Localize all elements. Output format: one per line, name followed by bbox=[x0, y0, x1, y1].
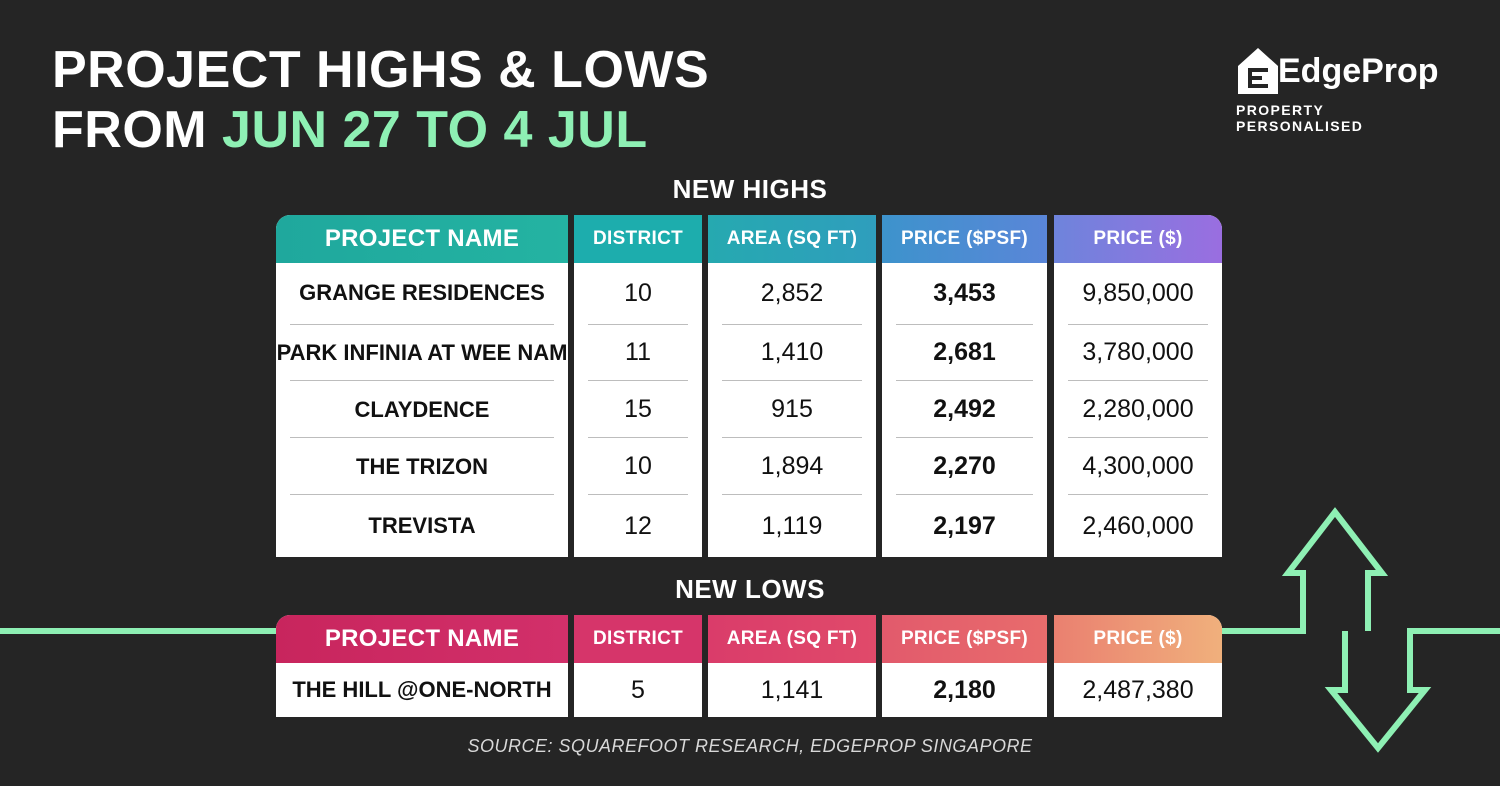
house-logo-icon bbox=[1238, 48, 1278, 94]
area-column: AREA (SQ FT) 2,852 1,410 915 1,894 1,119 bbox=[708, 215, 876, 557]
table-cell-psf: 3,453 bbox=[933, 278, 996, 307]
table-cell-district: 5 bbox=[631, 675, 645, 704]
table-cell-psf: 2,270 bbox=[933, 452, 996, 480]
column-header-price: PRICE ($) bbox=[1054, 615, 1222, 663]
new-lows-table: PROJECT NAME THE HILL @ONE-NORTH DISTRIC… bbox=[276, 615, 1222, 717]
column-header-price-psf: PRICE ($PSF) bbox=[882, 215, 1047, 263]
table-cell-name: TREVISTA bbox=[368, 513, 476, 538]
column-header-area: AREA (SQ FT) bbox=[708, 615, 876, 663]
price-psf-column: PRICE ($PSF) 2,180 bbox=[882, 615, 1047, 717]
district-column: DISTRICT 5 bbox=[574, 615, 702, 717]
project-name-column: PROJECT NAME GRANGE RESIDENCES PARK INFI… bbox=[276, 215, 568, 557]
column-header-price: PRICE ($) bbox=[1054, 215, 1222, 263]
table-cell-area: 915 bbox=[771, 395, 813, 423]
table-cell-psf: 2,492 bbox=[933, 395, 996, 423]
table-cell-psf: 2,681 bbox=[933, 338, 996, 366]
price-psf-column: PRICE ($PSF) 3,453 2,681 2,492 2,270 2,1… bbox=[882, 215, 1047, 557]
table-cell-area: 1,410 bbox=[760, 338, 824, 366]
table-cell-area: 1,119 bbox=[761, 511, 823, 540]
title-line2-prefix: FROM bbox=[52, 101, 223, 159]
project-name-column: PROJECT NAME THE HILL @ONE-NORTH bbox=[276, 615, 568, 717]
table-cell-district: 10 bbox=[624, 278, 652, 307]
column-header-district: DISTRICT bbox=[574, 215, 702, 263]
table-cell-district: 11 bbox=[625, 338, 651, 366]
table-cell-area: 1,141 bbox=[760, 675, 824, 704]
table-cell-psf: 2,197 bbox=[933, 511, 996, 540]
table-cell-price: 9,850,000 bbox=[1082, 278, 1194, 307]
table-cell-district: 12 bbox=[624, 511, 652, 540]
column-header-price-psf: PRICE ($PSF) bbox=[882, 615, 1047, 663]
logo-tagline: PROPERTY PERSONALISED bbox=[1236, 102, 1364, 134]
price-column: PRICE ($) 9,850,000 3,780,000 2,280,000 … bbox=[1054, 215, 1222, 557]
table-cell-name: GRANGE RESIDENCES bbox=[299, 280, 545, 305]
table-cell-area: 2,852 bbox=[760, 278, 824, 307]
district-column: DISTRICT 10 11 15 10 12 bbox=[574, 215, 702, 557]
table-cell-price: 2,280,000 bbox=[1082, 395, 1194, 423]
table-cell-area: 1,894 bbox=[760, 452, 824, 480]
table-cell-psf: 2,180 bbox=[933, 675, 996, 704]
new-highs-heading: NEW HIGHS bbox=[672, 174, 828, 204]
new-lows-heading: NEW LOWS bbox=[675, 574, 825, 604]
title-line1: PROJECT HIGHS & LOWS bbox=[52, 41, 710, 99]
price-column: PRICE ($) 2,487,380 bbox=[1054, 615, 1222, 717]
table-cell-price: 2,487,380 bbox=[1082, 675, 1194, 704]
table-cell-district: 15 bbox=[624, 395, 652, 423]
source-note: SOURCE: SQUAREFOOT RESEARCH, EDGEPROP SI… bbox=[467, 736, 1033, 756]
column-header-district: DISTRICT bbox=[574, 615, 702, 663]
page-title: PROJECT HIGHS & LOWS FROM JUN 27 TO 4 JU… bbox=[52, 40, 709, 160]
logo-wordmark: EdgeProp bbox=[1278, 52, 1439, 90]
table-cell-price: 2,460,000 bbox=[1082, 511, 1194, 540]
table-cell-name: PARK INFINIA AT WEE NAM bbox=[276, 339, 568, 365]
edgeprop-logo: EdgeProp PROPERTY PERSONALISED bbox=[1236, 44, 1456, 134]
new-highs-table: PROJECT NAME GRANGE RESIDENCES PARK INFI… bbox=[276, 215, 1222, 557]
table-cell-price: 4,300,000 bbox=[1082, 452, 1194, 480]
column-header-project-name: PROJECT NAME bbox=[276, 215, 568, 263]
column-header-project-name: PROJECT NAME bbox=[276, 615, 568, 663]
area-column: AREA (SQ FT) 1,141 bbox=[708, 615, 876, 717]
table-cell-district: 10 bbox=[624, 452, 652, 480]
table-cell-name: THE HILL @ONE-NORTH bbox=[292, 677, 552, 702]
table-cell-name: THE TRIZON bbox=[356, 453, 488, 479]
table-cell-name: CLAYDENCE bbox=[354, 396, 490, 422]
column-header-area: AREA (SQ FT) bbox=[708, 215, 876, 263]
title-date-range: JUN 27 TO 4 JUL bbox=[222, 101, 648, 159]
table-cell-price: 3,780,000 bbox=[1082, 338, 1194, 366]
